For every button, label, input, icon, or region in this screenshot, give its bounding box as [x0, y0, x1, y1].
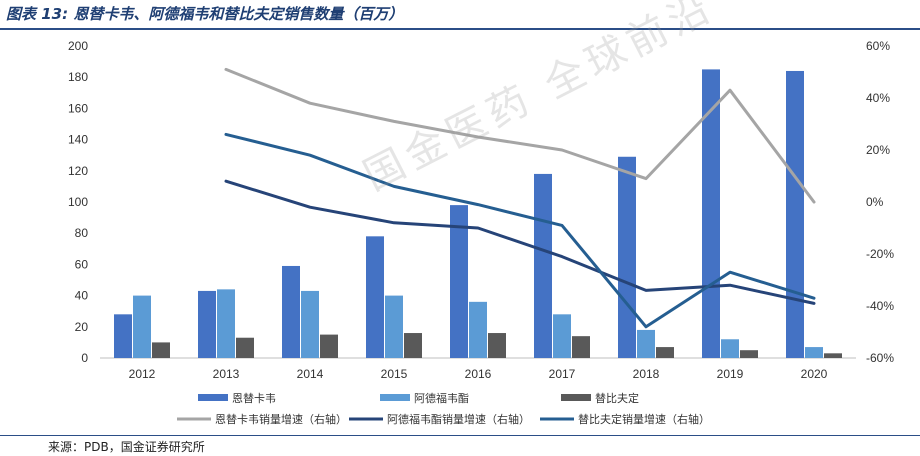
- growth-line-2: [224, 179, 816, 305]
- bar-2: [553, 314, 571, 358]
- left-tick-label: 60: [75, 257, 89, 271]
- right-tick-label: -40%: [866, 299, 894, 313]
- legend-label: 恩替卡韦: [232, 391, 276, 405]
- legend-label: 阿德福韦酯: [414, 391, 469, 405]
- bar-3: [572, 336, 590, 358]
- bar-3: [320, 334, 338, 358]
- right-tick-label: 20%: [866, 143, 890, 157]
- bar-2: [217, 289, 235, 358]
- right-tick-label: -60%: [866, 351, 894, 365]
- left-tick-label: 80: [75, 226, 89, 240]
- right-tick-label: 0%: [866, 195, 884, 209]
- x-tick-label: 2017: [549, 367, 576, 381]
- bar-2: [133, 295, 151, 358]
- legend-swatch: [561, 394, 591, 401]
- bar-1: [114, 314, 132, 358]
- left-tick-label: 140: [68, 133, 88, 147]
- left-tick-label: 0: [81, 351, 88, 365]
- left-tick-label: 20: [75, 320, 89, 334]
- bar-1: [198, 290, 216, 358]
- legend-label: 阿德福韦酯销量增速（右轴）: [387, 412, 530, 426]
- left-tick-label: 100: [68, 195, 88, 209]
- bar-3: [152, 342, 170, 358]
- bar-1: [366, 236, 384, 358]
- bar-2: [805, 347, 823, 358]
- left-tick-label: 160: [68, 101, 88, 115]
- source-note: 来源：PDB，国金证券研究所: [48, 440, 205, 454]
- source-rule: [0, 435, 920, 436]
- bar-3: [656, 347, 674, 358]
- x-tick-label: 2020: [801, 367, 828, 381]
- bar-1: [534, 173, 552, 358]
- right-tick-label: 40%: [866, 91, 890, 105]
- left-tick-label: 200: [68, 39, 88, 53]
- legend-label: 替比夫定: [595, 391, 639, 405]
- growth-line-3: [224, 132, 816, 329]
- x-tick-label: 2015: [381, 367, 408, 381]
- bar-3: [404, 333, 422, 358]
- x-tick-label: 2014: [297, 367, 324, 381]
- bar-1: [786, 70, 804, 359]
- bar-1: [618, 156, 636, 358]
- x-tick-label: 2012: [129, 367, 156, 381]
- right-tick-label: -20%: [866, 247, 894, 261]
- left-tick-label: 40: [75, 289, 89, 303]
- bar-3: [740, 350, 758, 358]
- x-tick-label: 2016: [465, 367, 492, 381]
- bar-3: [488, 333, 506, 358]
- bar-3: [236, 337, 254, 358]
- title-rule: [0, 28, 920, 30]
- chart-svg: 0 20 40 60 80 100 120 140 160 180 200 -60% -40% -20% 0…: [68, 39, 894, 426]
- bar-1: [450, 205, 468, 358]
- bar-3: [824, 353, 842, 358]
- x-tick-label: 2019: [717, 367, 744, 381]
- chart-title: 图表 13: 恩替卡韦、阿德福韦和替比夫定销售数量（百万）: [6, 5, 404, 23]
- bar-1: [702, 69, 720, 359]
- legend-swatch: [380, 394, 410, 401]
- bar-2: [637, 329, 655, 358]
- bar-2: [301, 290, 319, 358]
- growth-line-1: [224, 67, 816, 204]
- legend-label: 恩替卡韦销量增速（右轴）: [215, 412, 347, 426]
- right-tick-label: 60%: [866, 39, 890, 53]
- legend-swatch: [198, 394, 228, 401]
- bar-2: [385, 295, 403, 358]
- x-tick-label: 2018: [633, 367, 660, 381]
- bar-2: [469, 301, 487, 358]
- bar-2: [721, 339, 739, 358]
- left-tick-label: 180: [68, 70, 88, 84]
- bar-1: [282, 265, 300, 358]
- legend-label: 替比夫定销量增速（右轴）: [578, 412, 710, 426]
- left-tick-label: 120: [68, 164, 88, 178]
- x-tick-label: 2013: [213, 367, 240, 381]
